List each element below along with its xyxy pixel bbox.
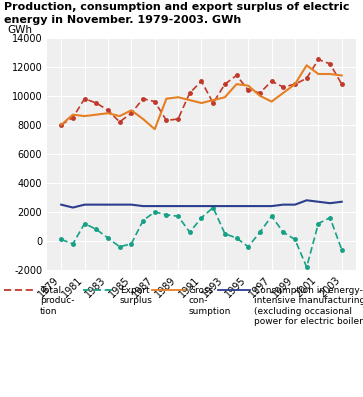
Text: Gross
con-
sumption: Gross con- sumption	[189, 286, 231, 316]
Text: Consumption in energy-
intensive manufacturing
(excluding occasional
power for e: Consumption in energy- intensive manufac…	[254, 286, 363, 326]
Text: Total
produc-
tion: Total produc- tion	[40, 286, 74, 316]
Text: GWh: GWh	[7, 25, 32, 35]
Text: Production, consumption and export surplus of electric: Production, consumption and export surpl…	[4, 2, 349, 12]
Text: Export
surplus: Export surplus	[120, 286, 153, 305]
Text: energy in November. 1979-2003. GWh: energy in November. 1979-2003. GWh	[4, 15, 241, 25]
